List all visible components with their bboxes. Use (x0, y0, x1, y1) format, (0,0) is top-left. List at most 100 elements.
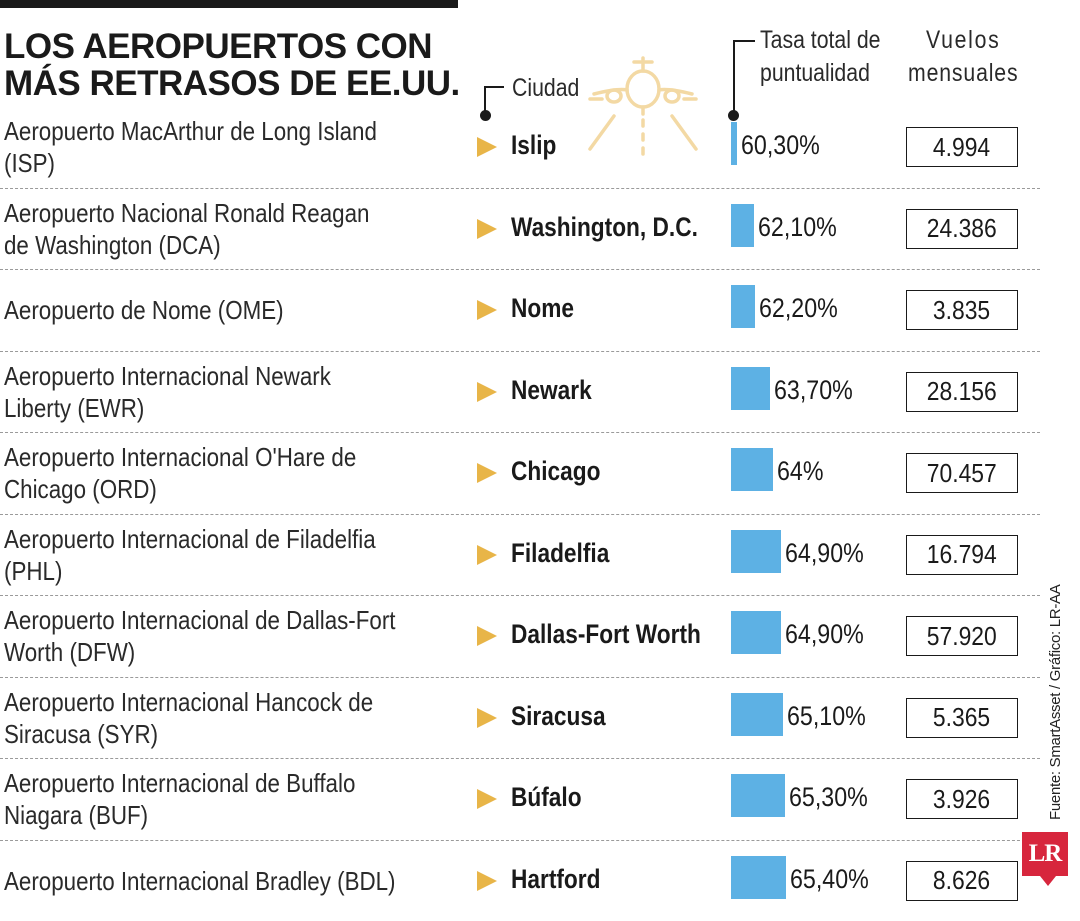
airport-name: Aeropuerto Internacional de Filadelfia (… (4, 515, 460, 595)
city-label: Islip (511, 125, 556, 165)
punctuality-bar (731, 122, 737, 165)
header-rate-leader-h (733, 40, 755, 42)
table-row: Aeropuerto de Nome (OME) Nome 62,20% 3.835 (0, 270, 1040, 352)
punctuality-bar (731, 530, 781, 573)
punctuality-value: 65,30% (789, 777, 868, 817)
punctuality-value: 65,10% (787, 696, 866, 736)
table-row: Aeropuerto Internacional Newark Liberty … (0, 352, 1040, 434)
title-line-1: LOS AEROPUERTOS CON (4, 28, 464, 65)
punctuality-bar (731, 285, 755, 328)
airport-name-text: Aeropuerto Internacional Bradley (BDL) (4, 865, 396, 897)
punctuality-bar (731, 693, 783, 736)
lr-logo-tail (1040, 876, 1056, 886)
monthly-flights-value: 28.156 (927, 376, 997, 407)
table-row: Aeropuerto Internacional de Dallas-Fort … (0, 596, 1040, 678)
monthly-flights-value: 4.994 (933, 132, 990, 163)
monthly-flights-box: 8.626 (906, 861, 1018, 901)
city-label: Siracusa (511, 696, 606, 736)
airport-name-text: Aeropuerto Internacional de Buffalo Niag… (4, 767, 396, 831)
airport-name-text: Aeropuerto Internacional de Filadelfia (… (4, 523, 396, 587)
header-rate-leader (733, 40, 735, 116)
monthly-flights-value: 70.457 (927, 458, 997, 489)
monthly-flights-value: 16.794 (927, 539, 997, 570)
table-row: Aeropuerto Internacional O'Hare de Chica… (0, 433, 1040, 515)
punctuality-bar (731, 448, 773, 491)
punctuality-bar (731, 856, 786, 899)
lr-logo: LR (1022, 832, 1068, 876)
table-row: Aeropuerto Internacional Bradley (BDL) Ha… (0, 841, 1040, 921)
airport-name: Aeropuerto Nacional Ronald Reagan de Was… (4, 189, 460, 269)
play-arrow-icon (477, 463, 497, 483)
header-city-leader-h (484, 86, 504, 88)
airport-name: Aeropuerto de Nome (OME) (4, 270, 460, 350)
punctuality-value: 63,70% (774, 370, 853, 410)
city-label: Dallas-Fort Worth (511, 614, 701, 654)
airport-name-text: Aeropuerto Internacional de Dallas-Fort … (4, 604, 396, 668)
monthly-flights-box: 3.926 (906, 779, 1018, 819)
airport-name-text: Aeropuerto Nacional Ronald Reagan de Was… (4, 197, 396, 261)
table-row: Aeropuerto Internacional de Filadelfia (… (0, 515, 1040, 597)
table-row: Aeropuerto Internacional de Buffalo Niag… (0, 759, 1040, 841)
city-label: Chicago (511, 451, 600, 491)
city-label: Filadelfia (511, 533, 609, 573)
airport-name: Aeropuerto Internacional de Buffalo Niag… (4, 759, 460, 839)
play-arrow-icon (477, 871, 497, 891)
monthly-flights-box: 24.386 (906, 209, 1018, 249)
punctuality-bar (731, 611, 781, 654)
monthly-flights-box: 70.457 (906, 453, 1018, 493)
monthly-flights-box: 4.994 (906, 127, 1018, 167)
play-arrow-icon (477, 300, 497, 320)
airport-name-text: Aeropuerto Internacional O'Hare de Chica… (4, 441, 396, 505)
monthly-flights-value: 8.626 (933, 865, 990, 896)
airport-name: Aeropuerto Internacional Bradley (BDL) (4, 841, 460, 921)
punctuality-value: 64% (777, 451, 823, 491)
punctuality-value: 65,40% (790, 859, 869, 899)
airport-name-text: Aeropuerto Internacional Hancock de Sira… (4, 686, 396, 750)
punctuality-bar (731, 204, 754, 247)
play-arrow-icon (477, 545, 497, 565)
monthly-flights-box: 16.794 (906, 535, 1018, 575)
monthly-flights-box: 57.920 (906, 616, 1018, 656)
punctuality-value: 64,90% (785, 533, 864, 573)
chart-title: LOS AEROPUERTOS CON MÁS RETRASOS DE EE.U… (4, 28, 464, 102)
play-arrow-icon (477, 382, 497, 402)
play-arrow-icon (477, 708, 497, 728)
punctuality-bar (731, 774, 785, 817)
header-city: Ciudad (512, 72, 579, 105)
punctuality-value: 64,90% (785, 614, 864, 654)
monthly-flights-box: 3.835 (906, 290, 1018, 330)
monthly-flights-value: 3.835 (933, 295, 990, 326)
play-arrow-icon (477, 789, 497, 809)
play-arrow-icon (477, 626, 497, 646)
airport-table: Aeropuerto MacArthur de Long Island (ISP… (0, 107, 1040, 921)
header-flights: Vuelos mensuales (908, 24, 1019, 90)
airport-name: Aeropuerto Internacional O'Hare de Chica… (4, 433, 460, 513)
table-row: Aeropuerto MacArthur de Long Island (ISP… (0, 107, 1040, 189)
city-label: Hartford (511, 859, 600, 899)
monthly-flights-value: 57.920 (927, 621, 997, 652)
punctuality-value: 60,30% (741, 125, 820, 165)
city-label: Búfalo (511, 777, 582, 817)
header-rate-line-2: puntualidad (760, 57, 881, 90)
airport-name-text: Aeropuerto MacArthur de Long Island (ISP… (4, 115, 396, 179)
airport-name-text: Aeropuerto Internacional Newark Liberty … (4, 360, 396, 424)
source-credit: Fuente: SmartAsset / Gráfico: LR-AA (1047, 585, 1064, 820)
header-flights-line-2: mensuales (908, 57, 1019, 90)
header-flights-line-1: Vuelos (908, 24, 1019, 57)
monthly-flights-value: 3.926 (933, 784, 990, 815)
monthly-flights-box: 28.156 (906, 372, 1018, 412)
city-label: Nome (511, 288, 574, 328)
airport-name: Aeropuerto Internacional Hancock de Sira… (4, 678, 460, 758)
table-row: Aeropuerto Internacional Hancock de Sira… (0, 678, 1040, 760)
city-label: Washington, D.C. (511, 207, 698, 247)
punctuality-value: 62,20% (759, 288, 838, 328)
monthly-flights-box: 5.365 (906, 698, 1018, 738)
top-rule (0, 0, 458, 8)
table-row: Aeropuerto Nacional Ronald Reagan de Was… (0, 189, 1040, 271)
monthly-flights-value: 24.386 (927, 213, 997, 244)
play-arrow-icon (477, 219, 497, 239)
header-rate-line-1: Tasa total de (760, 24, 881, 57)
monthly-flights-value: 5.365 (933, 702, 990, 733)
airport-name: Aeropuerto Internacional Newark Liberty … (4, 352, 460, 432)
punctuality-bar (731, 367, 770, 410)
